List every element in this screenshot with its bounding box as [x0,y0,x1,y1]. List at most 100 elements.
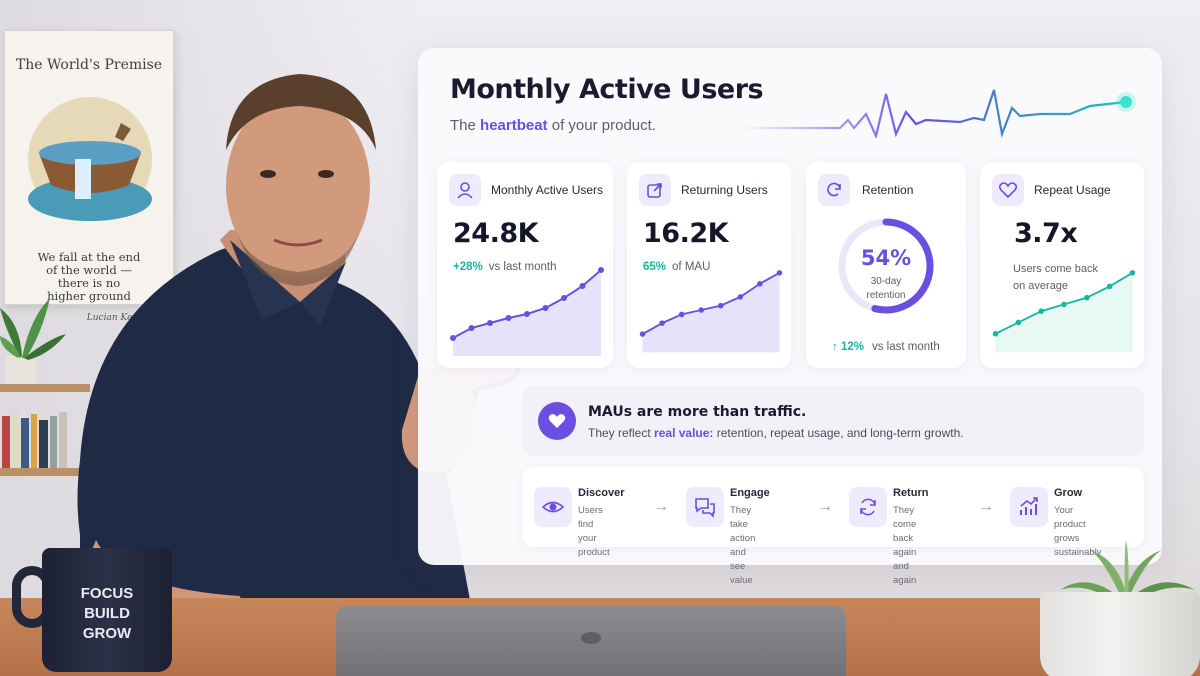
delta-value: ↑ 12% [832,341,864,353]
plant-pot [1040,592,1200,676]
shelf-top [0,384,90,392]
trend-point [992,330,999,337]
trend-point [1084,294,1090,301]
arrow-right-icon: → [978,498,994,515]
dashboard-subtitle: The heartbeat of your product. [450,117,656,134]
apple-logo-icon [581,632,601,644]
subtitle-accent: heartbeat [480,117,548,134]
cycle-icon [849,487,887,527]
shelf-bottom [0,468,90,476]
retention-ring [838,218,934,314]
card-delta: 65% of MAU [643,261,710,273]
return-icon [639,174,671,206]
trend-point [542,305,549,311]
card-value: 24.8K [453,218,539,249]
trend-point [737,294,744,300]
insight-text: They reflect real value: retention, repe… [588,426,964,440]
trend-area [642,272,780,353]
delta-text: vs last month [488,261,557,273]
trend-point [561,295,567,301]
subtitle-suffix: of your product. [551,117,656,134]
wall-poster: The World's Premise We fall at the end o… [4,30,174,323]
trend-point [659,320,665,326]
delta-text: vs last month [871,341,940,353]
user-icon [449,174,481,206]
trend-point [524,311,530,317]
floating-island-illustration [28,97,152,221]
trend-point [678,311,685,318]
books [2,412,67,468]
trend-point [776,270,783,276]
trend-point [450,335,456,341]
trend-point [487,320,493,326]
trend-point [1038,308,1044,314]
trend-chart-repeat [992,270,1136,353]
insight-prefix: They reflect [588,426,651,440]
heart-icon [992,174,1024,206]
arrow-right-icon: → [653,498,669,515]
trend-point [757,281,763,287]
trend-point [639,331,646,337]
poster-quote: We fall at the end of the world — there … [37,250,141,303]
mug-line: FOCUS [80,585,134,602]
growth-chart-icon [1010,487,1048,527]
insight-title: MAUs are more than traffic. [588,404,807,420]
insight-banner: MAUs are more than traffic. They reflect… [522,386,1144,456]
delta-value: 65% [643,261,667,273]
arrow-right-icon: → [817,498,833,515]
dashboard-title: Monthly Active Users [450,74,764,105]
potted-plant [0,298,66,384]
trend-point [1015,319,1022,326]
delta-text: of MAU [672,261,711,273]
trend-point [598,267,604,273]
card-label: Returning Users [681,183,768,197]
ring-percentage: 54% [860,246,912,270]
chat-icon [686,487,724,527]
subtitle-prefix: The [450,117,476,134]
trend-point [1129,270,1136,276]
trend-point [579,283,586,289]
eye-icon [534,487,572,527]
heartbeat-line [740,89,1136,138]
delta-value: +28% [453,261,483,273]
refresh-icon [818,174,850,206]
step-title: Discover [578,487,625,499]
trend-point [1106,283,1113,290]
trend-point [505,315,512,321]
mug-text: FOCUS BUILD GROW [42,584,172,644]
trend-chart-mau [450,267,604,356]
step-text: Users find your product [578,505,610,558]
trend-chart-returning [639,270,783,353]
step-title: Engage [730,487,770,499]
trend-line [642,272,780,335]
card-returning-users: Returning Users 16.2K 65% of MAU [627,162,791,368]
trend-point [718,302,724,309]
step-title: Grow [1054,487,1083,499]
card-label: Retention [862,183,914,197]
ring-label: 30-day retention [866,276,906,301]
step-text: They come back again and again [893,505,917,586]
card-retention: Retention 54% 30-day retention ↑ 12% vs l… [806,162,966,368]
insight-suffix: retention, repeat usage, and long-term g… [716,426,964,440]
card-subtext: Users come back on average [1013,263,1098,292]
journey-steps: Discover Users find your product → Engag… [522,467,1144,586]
trend-point [1061,301,1067,308]
card-value: 16.2K [643,218,729,249]
ring-progress [838,218,934,314]
trend-point [698,307,704,313]
card-repeat-usage: Repeat Usage 3.7x Users come back on ave… [980,162,1144,368]
step-text: They take action and see value [730,505,756,586]
card-value: 3.7x [1014,218,1078,249]
poster-title: The World's Premise [15,57,163,73]
trend-point [468,325,475,331]
heart-icon [538,402,576,440]
step-text: Your product grows sustainably [1054,505,1102,558]
insight-accent: real value: [654,426,714,440]
laptop [336,606,846,676]
mug-line: GROW [82,625,132,642]
poster-signature: Lucian Kezbach [86,313,159,323]
card-delta: +28% vs last month [453,261,556,273]
trend-area [453,270,601,356]
coffee-mug [42,548,172,672]
card-label: Repeat Usage [1034,183,1111,197]
